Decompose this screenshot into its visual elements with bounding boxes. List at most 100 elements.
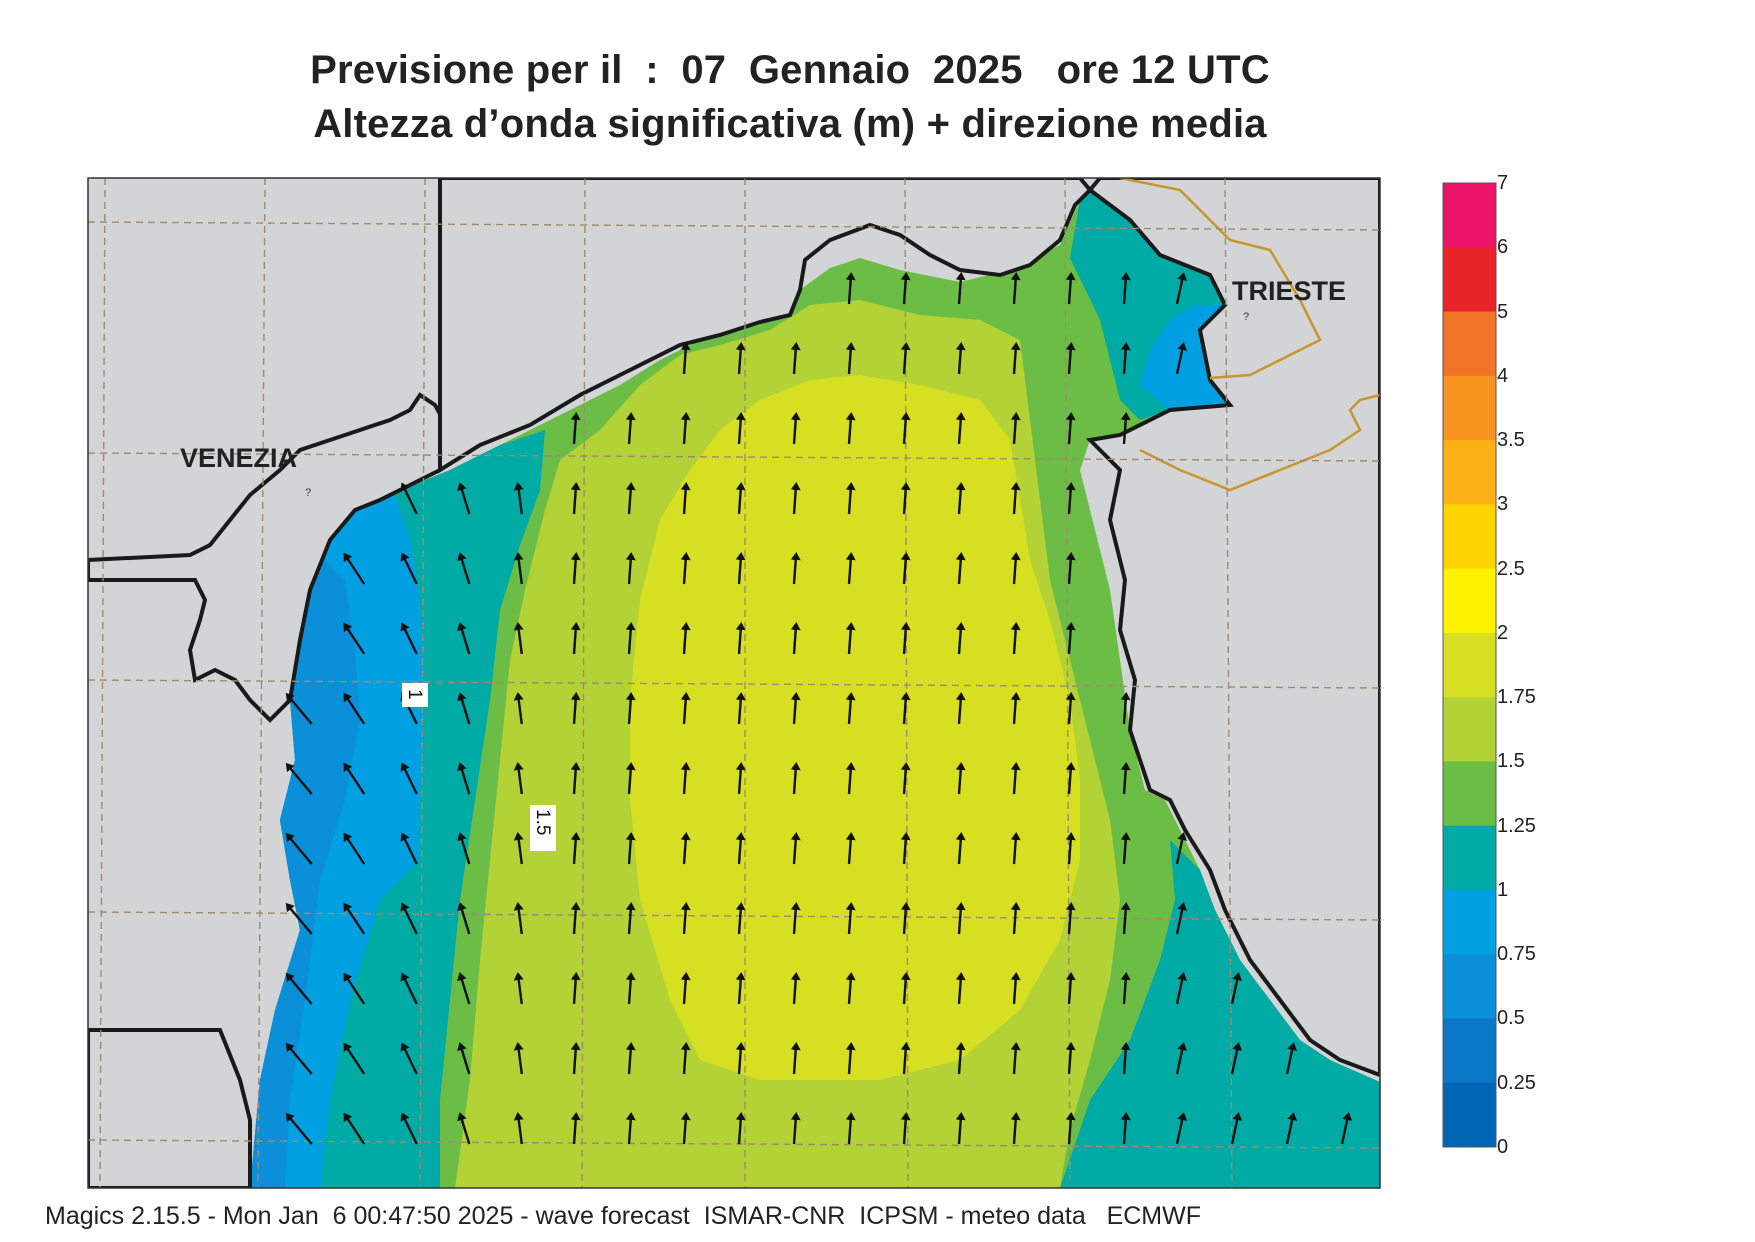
wave-arrow [457, 1042, 471, 1075]
contour-label-1-5: 1.5 [530, 805, 556, 851]
wave-arrow [900, 622, 911, 655]
colorbar-segment [1443, 440, 1496, 505]
wave-arrow [845, 1112, 856, 1145]
wave-arrow [845, 832, 856, 865]
land-venezia-lagoon [88, 392, 463, 723]
colorbar-label: 0.75 [1497, 943, 1536, 966]
wave-arrow [845, 552, 856, 585]
wave-arrow [735, 762, 746, 795]
wave-arrow [735, 342, 746, 375]
wave-arrow [570, 412, 581, 445]
wave-arrow [1230, 1112, 1243, 1145]
wave-arrow [343, 692, 366, 725]
wave-arrow [1175, 1112, 1188, 1145]
wave-arrow [680, 902, 691, 935]
colorbar-label: 0 [1497, 1136, 1509, 1158]
wave-arrow [1175, 342, 1188, 375]
svg-text:1: 1 [404, 689, 425, 700]
wave-arrow [1010, 1112, 1021, 1145]
wave-arrow [513, 832, 524, 865]
wave-arrow [1175, 972, 1188, 1005]
wave-arrow [845, 902, 856, 935]
wave-arrow [1065, 972, 1076, 1005]
wave-arrow [625, 622, 636, 655]
wave-arrow [1065, 692, 1076, 725]
colorbar-label: 1.5 [1497, 750, 1525, 773]
wave-arrow [1065, 762, 1076, 795]
wave-arrow [955, 622, 966, 655]
wave-arrow [570, 692, 581, 725]
wave-arrow [900, 482, 911, 515]
colorbar-segment [1443, 183, 1496, 248]
wave-arrow [1120, 902, 1131, 935]
wave-arrow [680, 412, 691, 445]
colorbar-segment [1443, 632, 1496, 698]
wave-arrow [400, 902, 418, 935]
band-yellow-core [630, 375, 1080, 1080]
colorbar-segment [1443, 697, 1496, 762]
colorbar-segment [1443, 568, 1496, 634]
wave-arrow [845, 412, 856, 445]
colorbar-label: 0.25 [1497, 1071, 1536, 1094]
wave-arrow [845, 622, 856, 655]
wave-arrow [625, 902, 636, 935]
wave-arrow [1120, 412, 1131, 445]
colorbar-label: 3.5 [1497, 429, 1525, 452]
wave-arrow [570, 762, 581, 795]
wave-arrow [955, 272, 966, 305]
trieste-marker: ? [1243, 311, 1249, 323]
wave-arrow [1010, 692, 1021, 725]
wave-arrow [955, 1042, 966, 1075]
wave-arrow [570, 1042, 581, 1075]
wave-arrow [1065, 342, 1076, 375]
wave-arrow [1010, 1042, 1021, 1075]
wave-arrow [790, 832, 801, 865]
wave-arrow [900, 902, 911, 935]
wave-arrow [343, 552, 366, 585]
wave-arrow [343, 622, 366, 655]
land-southwest [88, 1028, 252, 1188]
wave-arrow [900, 832, 911, 865]
wave-arrow [625, 1042, 636, 1075]
wave-arrow [513, 762, 524, 795]
wave-arrow [1285, 1042, 1298, 1075]
wave-arrow [1175, 832, 1188, 865]
wave-arrow [625, 972, 636, 1005]
wave-arrow [1065, 482, 1076, 515]
wave-arrow [1065, 272, 1076, 305]
footer-credits: Magics 2.15.5 - Mon Jan 6 00:47:50 2025 … [45, 1202, 1201, 1230]
wave-arrow [1120, 692, 1131, 725]
wave-arrow [900, 342, 911, 375]
wave-arrow [900, 692, 911, 725]
wave-arrow [735, 1042, 746, 1075]
wave-arrow [955, 552, 966, 585]
colorbar-segment [1443, 954, 1496, 1019]
wave-arrow [400, 1042, 418, 1075]
wave-arrow [735, 902, 746, 935]
wave-arrow [625, 1112, 636, 1145]
wave-arrow [790, 552, 801, 585]
wave-arrow [285, 902, 313, 935]
wave-arrow [680, 342, 691, 375]
colorbar-label: 2 [1497, 621, 1509, 644]
wave-arrow [1175, 1042, 1188, 1075]
wave-arrow [790, 1042, 801, 1075]
wave-arrow [400, 762, 418, 795]
wave-arrow [1010, 832, 1021, 865]
wave-arrow [955, 972, 966, 1005]
band-darkblue-west [250, 560, 360, 1188]
wave-arrow [1010, 412, 1021, 445]
wave-arrow [1010, 552, 1021, 585]
wave-arrow [1010, 622, 1021, 655]
colorbar-segment [1443, 1018, 1496, 1084]
wave-arrow [1010, 482, 1021, 515]
wave-arrow [790, 902, 801, 935]
wave-arrow [790, 482, 801, 515]
wave-arrow [955, 832, 966, 865]
wave-arrow [900, 972, 911, 1005]
wave-arrow [513, 902, 524, 935]
band-blue-trieste [1140, 305, 1230, 410]
wave-arrow [285, 832, 313, 865]
colorbar-label: 1.75 [1497, 686, 1536, 709]
wave-arrow [955, 902, 966, 935]
